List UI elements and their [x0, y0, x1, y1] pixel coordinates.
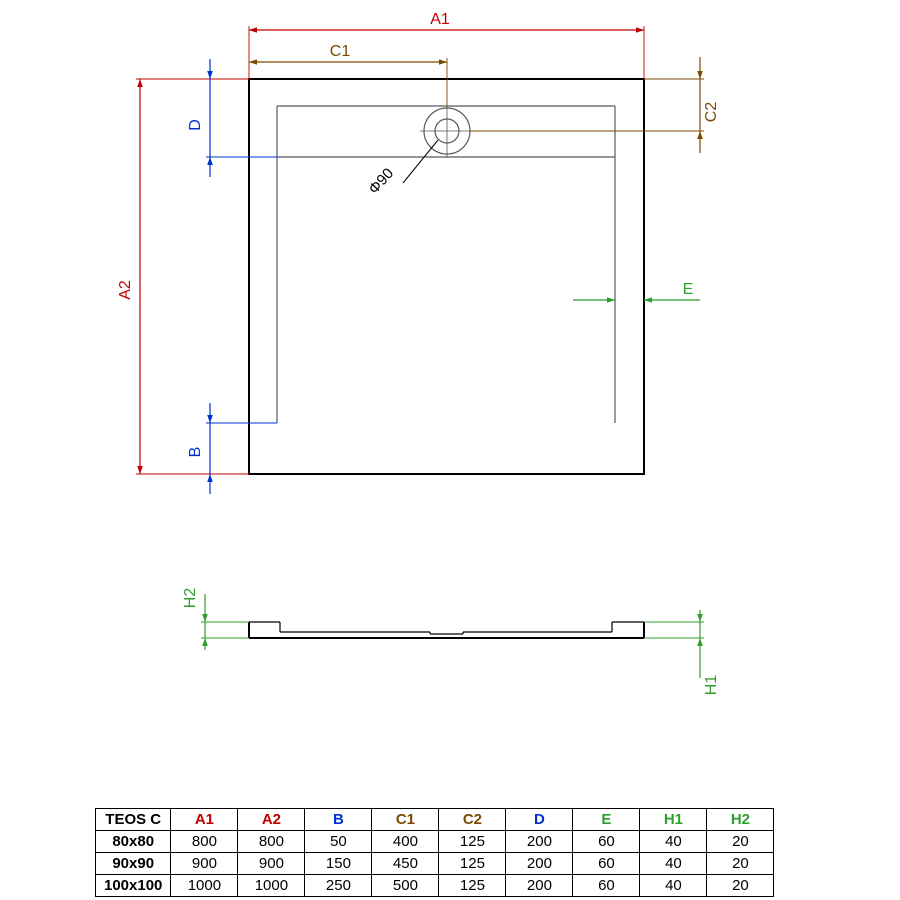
col-header: A1: [171, 809, 238, 831]
col-header: C1: [372, 809, 439, 831]
table-cell: 20: [707, 831, 774, 853]
table-cell: 60: [573, 875, 640, 897]
svg-text:C2: C2: [703, 102, 720, 123]
table-row: 90x90900900150450125200604020: [96, 853, 774, 875]
svg-text:H2: H2: [182, 588, 199, 609]
svg-text:A2: A2: [117, 280, 134, 300]
table-cell: 125: [439, 831, 506, 853]
col-header: A2: [238, 809, 305, 831]
table-cell: 60: [573, 831, 640, 853]
dimensions-table: TEOS CA1A2BC1C2DEH1H280x8080080050400125…: [95, 808, 774, 897]
table-cell: 900: [171, 853, 238, 875]
col-header: H2: [707, 809, 774, 831]
svg-text:B: B: [187, 447, 204, 458]
table-row: 80x8080080050400125200604020: [96, 831, 774, 853]
table-cell: 1000: [171, 875, 238, 897]
table-cell: 125: [439, 875, 506, 897]
svg-text:H1: H1: [703, 675, 720, 696]
table-cell: 250: [305, 875, 372, 897]
svg-text:A1: A1: [430, 11, 450, 28]
col-header: D: [506, 809, 573, 831]
table-cell: 200: [506, 875, 573, 897]
table-cell: 450: [372, 853, 439, 875]
table-cell: 100x100: [96, 875, 171, 897]
table-cell: 200: [506, 853, 573, 875]
table-cell: 40: [640, 875, 707, 897]
svg-text:E: E: [683, 281, 694, 298]
col-header: B: [305, 809, 372, 831]
table-cell: 800: [171, 831, 238, 853]
table-cell: 200: [506, 831, 573, 853]
table-cell: 125: [439, 853, 506, 875]
table-cell: 20: [707, 875, 774, 897]
table-cell: 900: [238, 853, 305, 875]
dimensions-table-wrap: TEOS CA1A2BC1C2DEH1H280x8080080050400125…: [95, 808, 774, 897]
col-header: C2: [439, 809, 506, 831]
table-cell: 400: [372, 831, 439, 853]
table-row: 100x10010001000250500125200604020: [96, 875, 774, 897]
svg-text:Φ90: Φ90: [365, 165, 397, 198]
table-cell: 1000: [238, 875, 305, 897]
col-header: TEOS C: [96, 809, 171, 831]
svg-text:C1: C1: [330, 43, 351, 60]
table-cell: 800: [238, 831, 305, 853]
table-cell: 500: [372, 875, 439, 897]
col-header: H1: [640, 809, 707, 831]
table-cell: 150: [305, 853, 372, 875]
table-cell: 40: [640, 831, 707, 853]
technical-drawing: Φ90 A1 C1 C2 E A2 D B H2 H1: [0, 0, 900, 780]
table-cell: 60: [573, 853, 640, 875]
table-cell: 50: [305, 831, 372, 853]
col-header: E: [573, 809, 640, 831]
table-cell: 90x90: [96, 853, 171, 875]
table-cell: 20: [707, 853, 774, 875]
svg-text:D: D: [187, 119, 204, 131]
table-cell: 40: [640, 853, 707, 875]
table-cell: 80x80: [96, 831, 171, 853]
